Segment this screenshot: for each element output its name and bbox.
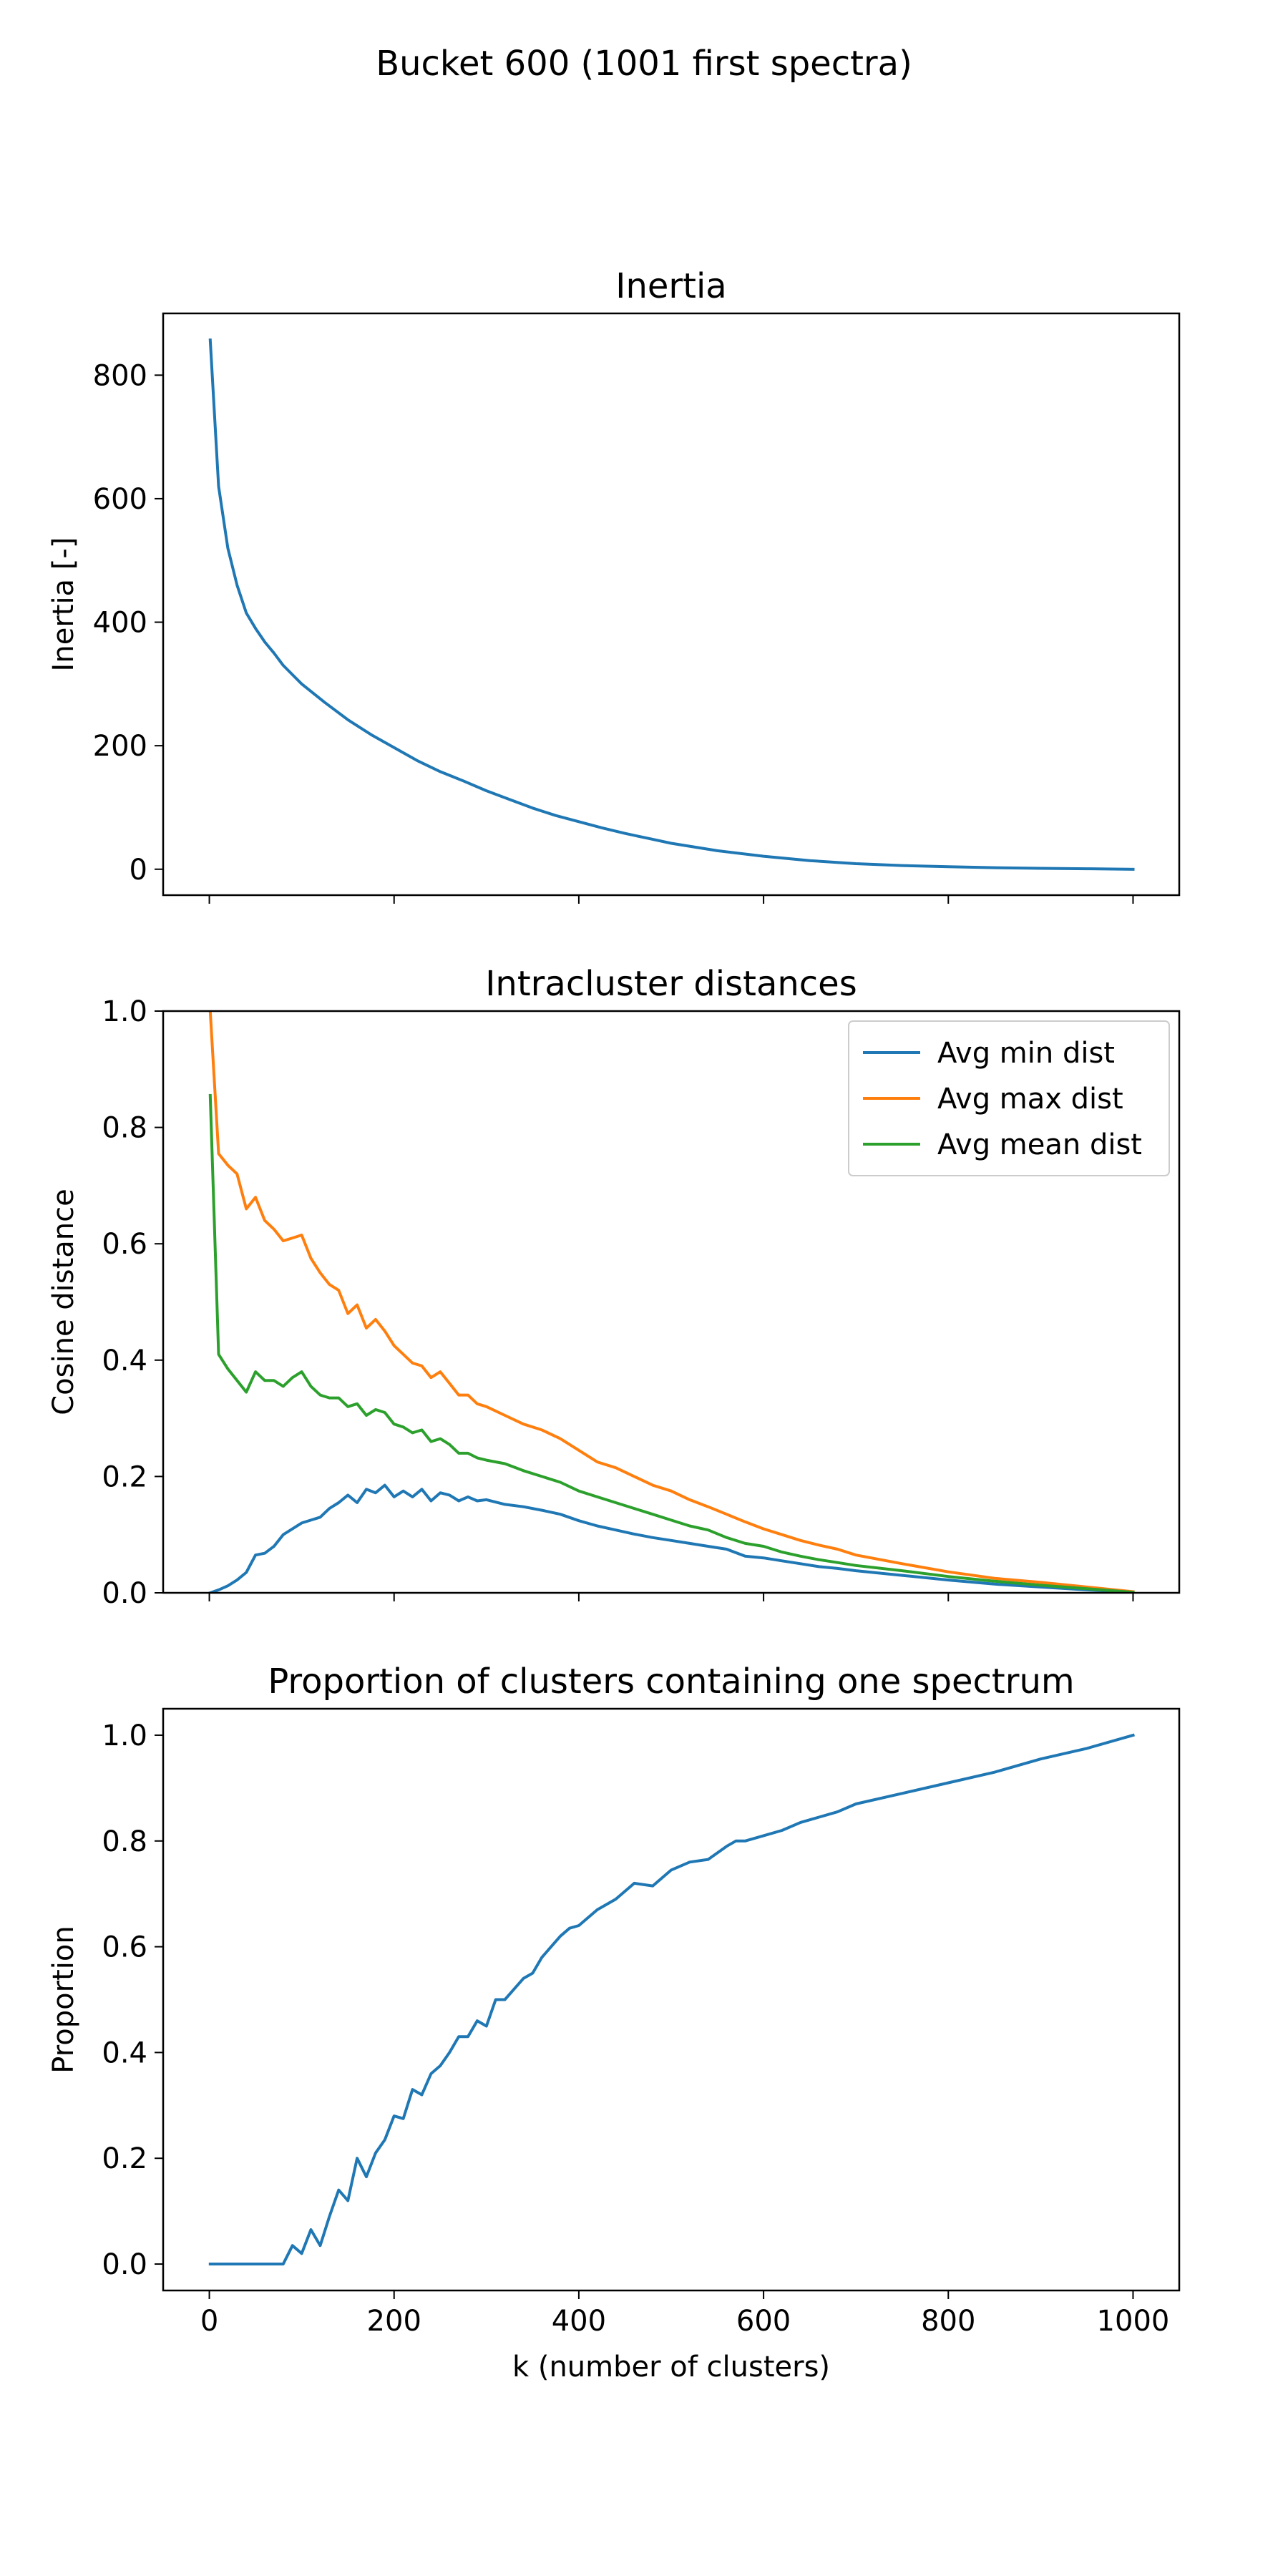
y-tick-label: 0.0 [102, 1577, 147, 1610]
series-line-1 [208, 338, 1135, 871]
legend: Avg min dist Avg max dist Avg mean dist [848, 1020, 1170, 1176]
series-line-1 [208, 1733, 1135, 2265]
y-tick-label: 0.4 [102, 1345, 147, 1377]
axes-title: Intracluster distances [485, 964, 857, 1004]
y-tick-label: 0.8 [102, 1112, 147, 1145]
y-tick-label: 0.6 [102, 1228, 147, 1261]
inertia-chart: 0 200 400 600 800 Inertia Inertia [-] [47, 266, 1181, 904]
y-tick-label: 1.0 [102, 995, 147, 1028]
axes-frame [162, 1010, 1181, 1594]
axes-frame [162, 312, 1181, 897]
intracluster-distances-chart: 0.0 0.2 0.4 0.6 0.8 1.0 Intracluster distances… [47, 964, 1181, 1610]
y-tick-label: 0.0 [102, 2248, 147, 2281]
legend-label-avg-max-dist: Avg max dist [937, 1083, 1123, 1116]
legend-label-avg-mean-dist: Avg mean dist [937, 1128, 1142, 1161]
x-tick-label: 0 [200, 2305, 218, 2338]
proportion-single-spectrum-chart: 0 200 400 600 800 1000 0.0 0.2 0.4 0.6 0.8 1.0 Propo… [47, 1662, 1181, 2384]
x-tick-label: 400 [552, 2305, 606, 2338]
y-axis-label: Proportion [47, 1926, 80, 2073]
y-tick-label: 200 [93, 730, 147, 763]
series-line-avg-min-dist [208, 1483, 1135, 1593]
y-tick-label: 0.8 [102, 1825, 147, 1858]
x-tick-label: 1000 [1097, 2305, 1170, 2338]
x-tick-label: 800 [921, 2305, 975, 2338]
series-line-avg-max-dist [208, 1011, 1135, 1593]
x-tick-label: 200 [367, 2305, 421, 2338]
y-tick-label: 800 [93, 359, 147, 392]
y-tick-label: 0 [130, 854, 147, 887]
y-axis-label: Cosine distance [47, 1189, 80, 1415]
y-tick-label: 1.0 [102, 1719, 147, 1752]
x-tick-label: 600 [736, 2305, 791, 2338]
y-tick-label: 0.2 [102, 2142, 147, 2175]
y-tick-label: 0.6 [102, 1931, 147, 1964]
axes-title: Inertia [615, 266, 726, 306]
axes-title: Proportion of clusters containing one sp… [268, 1662, 1074, 1702]
y-tick-label: 400 [93, 607, 147, 640]
legend-box [848, 1020, 1170, 1176]
y-tick-label: 0.2 [102, 1460, 147, 1493]
axes-frame [162, 1707, 1181, 2292]
y-tick-label: 600 [93, 483, 147, 516]
legend-label-avg-min-dist: Avg min dist [937, 1037, 1115, 1070]
figure-title: Bucket 600 (1001 first spectra) [376, 44, 912, 84]
y-tick-label: 0.4 [102, 2036, 147, 2069]
series-line-avg-mean-dist [208, 1093, 1135, 1593]
x-axis-label: k (number of clusters) [512, 2351, 830, 2384]
y-axis-label: Inertia [-] [47, 537, 80, 672]
